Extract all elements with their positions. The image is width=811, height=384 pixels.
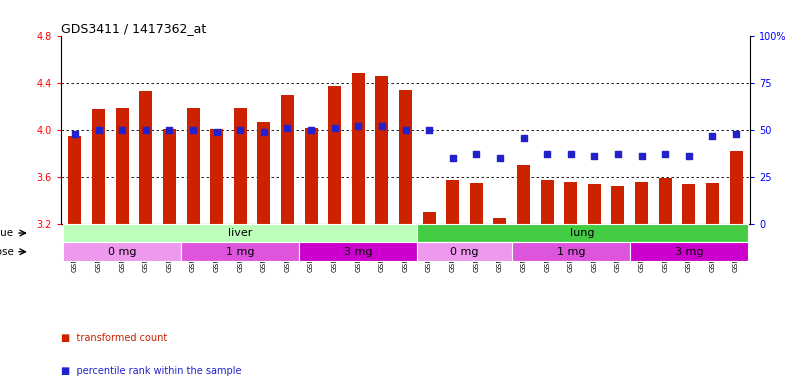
Bar [517, 165, 530, 223]
Bar [399, 90, 412, 223]
Bar [234, 108, 247, 223]
Bar [541, 180, 554, 223]
Point [187, 127, 200, 133]
Bar [92, 109, 105, 223]
Bar [63, 223, 418, 242]
Bar [187, 108, 200, 223]
Point [730, 131, 743, 137]
Point [328, 125, 341, 131]
Point [234, 127, 247, 133]
Point [588, 153, 601, 159]
Bar [68, 136, 81, 223]
Bar [328, 86, 341, 223]
Point [68, 131, 81, 137]
Point [352, 123, 365, 129]
Bar [588, 184, 601, 223]
Bar [493, 218, 506, 223]
Point [163, 127, 176, 133]
Bar [63, 242, 181, 261]
Text: 3 mg: 3 mg [344, 247, 372, 257]
Bar [281, 95, 294, 223]
Text: 3 mg: 3 mg [675, 247, 703, 257]
Bar [512, 242, 630, 261]
Text: 1 mg: 1 mg [556, 247, 585, 257]
Bar [163, 129, 176, 223]
Bar [116, 108, 129, 223]
Point [682, 153, 695, 159]
Bar [706, 183, 719, 223]
Point [611, 151, 624, 157]
Bar [299, 242, 418, 261]
Bar [139, 91, 152, 223]
Point [281, 125, 294, 131]
Point [659, 151, 672, 157]
Text: ■  percentile rank within the sample: ■ percentile rank within the sample [61, 366, 242, 376]
Bar [418, 242, 512, 261]
Point [541, 151, 554, 157]
Text: tissue: tissue [0, 228, 14, 238]
Point [257, 129, 270, 135]
Point [92, 127, 105, 133]
Text: 1 mg: 1 mg [226, 247, 255, 257]
Point [305, 127, 318, 133]
Point [116, 127, 129, 133]
Text: 0 mg: 0 mg [450, 247, 478, 257]
Point [564, 151, 577, 157]
Point [446, 155, 459, 161]
Point [470, 151, 483, 157]
Point [399, 127, 412, 133]
Bar [659, 178, 672, 223]
Point [210, 129, 223, 135]
Point [493, 155, 506, 161]
Point [706, 132, 719, 139]
Point [375, 123, 388, 129]
Bar [210, 129, 223, 223]
Point [517, 134, 530, 141]
Bar [305, 128, 318, 223]
Bar [352, 73, 365, 223]
Bar [611, 186, 624, 223]
Bar [682, 184, 695, 223]
Text: 0 mg: 0 mg [108, 247, 136, 257]
Text: ■  transformed count: ■ transformed count [61, 333, 167, 343]
Bar [375, 76, 388, 223]
Bar [730, 151, 743, 223]
Bar [257, 122, 270, 223]
Bar [635, 182, 648, 223]
Point [635, 153, 648, 159]
Text: lung: lung [570, 228, 594, 238]
Bar [418, 223, 748, 242]
Bar [181, 242, 299, 261]
Bar [630, 242, 748, 261]
Text: liver: liver [228, 228, 252, 238]
Bar [446, 180, 459, 223]
Text: dose: dose [0, 247, 14, 257]
Text: GDS3411 / 1417362_at: GDS3411 / 1417362_at [61, 22, 206, 35]
Bar [470, 183, 483, 223]
Bar [423, 212, 436, 223]
Point [139, 127, 152, 133]
Point [423, 127, 436, 133]
Bar [564, 182, 577, 223]
